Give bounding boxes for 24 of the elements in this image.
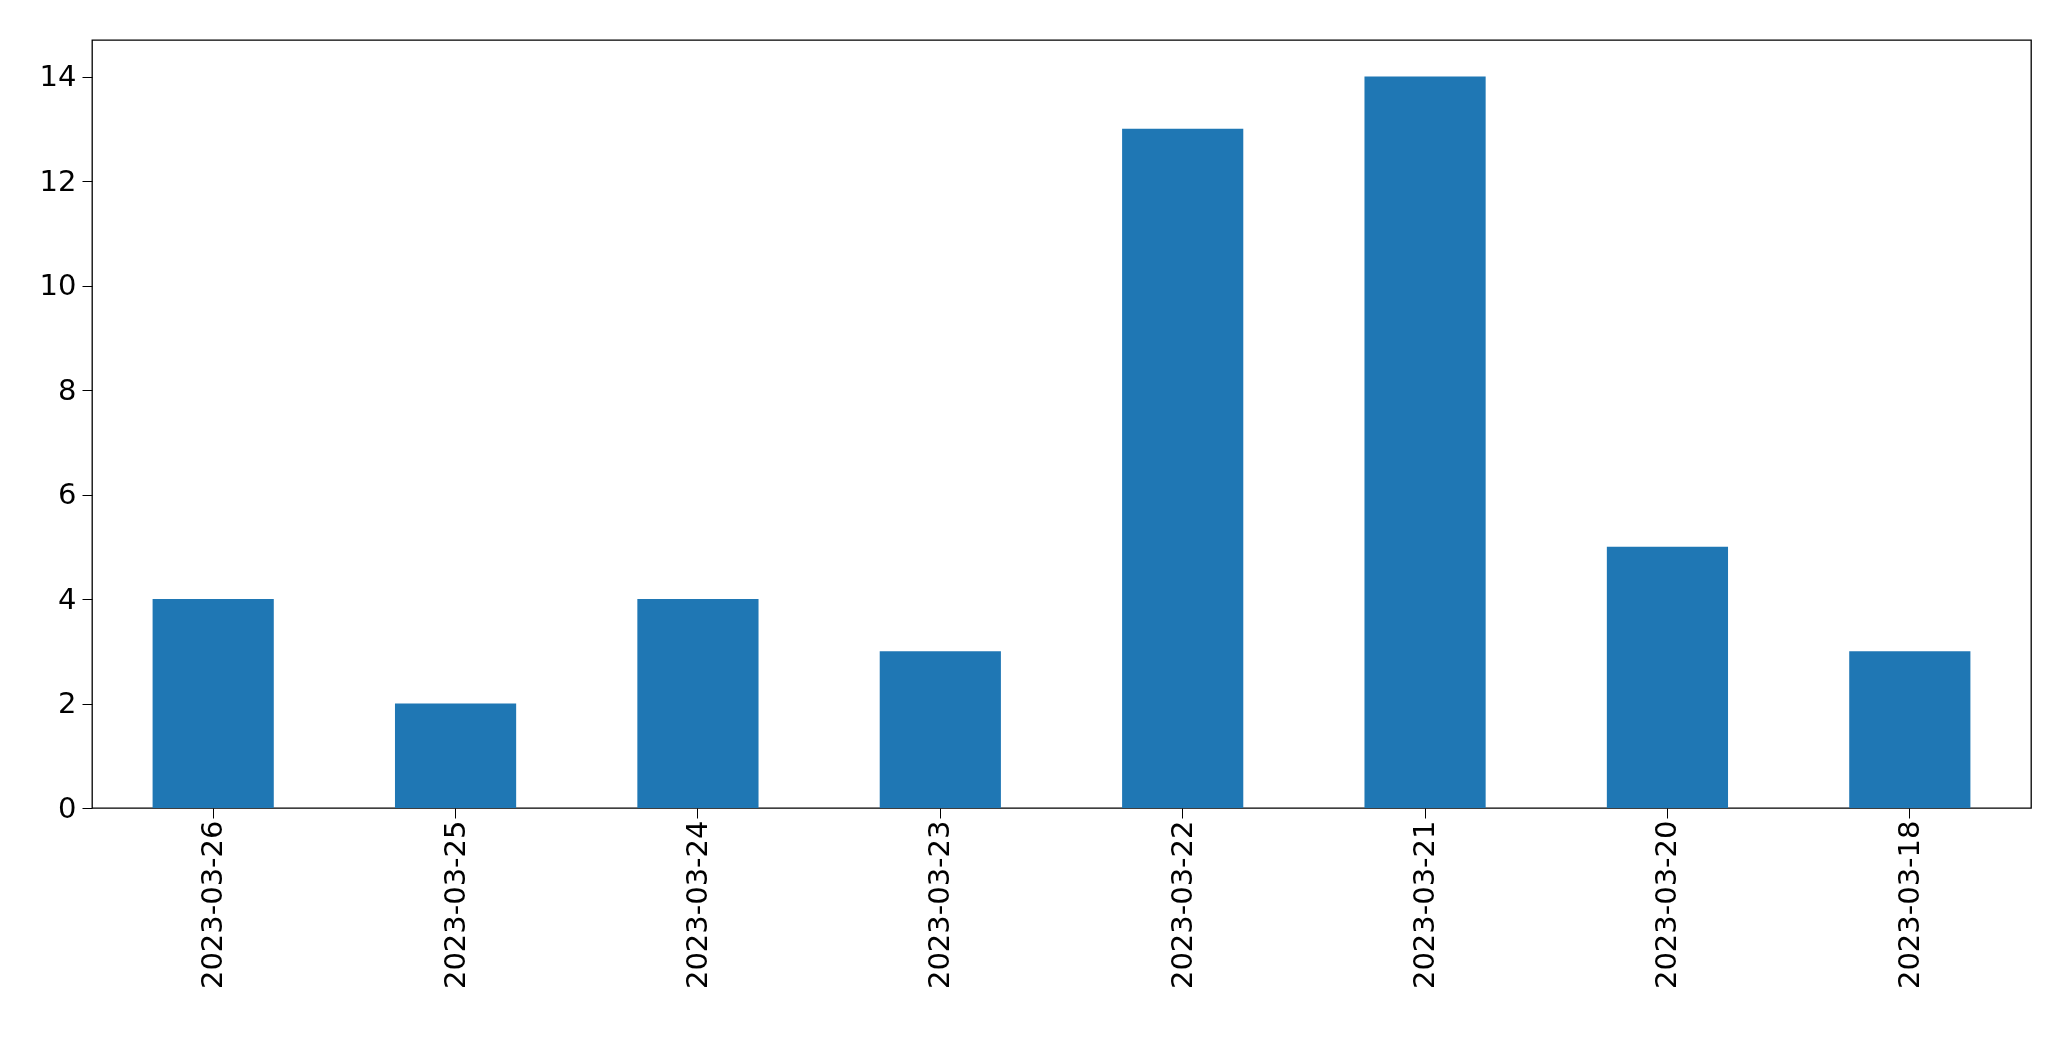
bar (1849, 651, 1971, 808)
y-tick-label: 8 (58, 372, 77, 407)
x-tick-label: 2023-03-25 (437, 820, 472, 990)
x-tick-label: 2023-03-26 (195, 820, 230, 990)
x-tick-label: 2023-03-22 (1164, 820, 1199, 990)
x-tick-label: 2023-03-23 (922, 820, 957, 990)
bar (1606, 546, 1729, 808)
x-tick-label: 2023-03-24 (679, 820, 714, 990)
bar (152, 599, 274, 808)
y-tick-label: 4 (58, 581, 77, 616)
bar (394, 703, 517, 808)
bar (1122, 128, 1244, 808)
y-tick-label: 2 (58, 686, 77, 721)
y-tick-label: 14 (39, 59, 77, 94)
y-tick-label: 6 (58, 477, 77, 512)
x-tick-label: 2023-03-20 (1649, 820, 1684, 990)
bar (1364, 76, 1486, 808)
x-tick-label: 2023-03-21 (1407, 820, 1442, 990)
bar (879, 651, 1001, 808)
y-tick-label: 12 (39, 163, 77, 198)
y-tick-label: 10 (39, 268, 77, 303)
bar (637, 599, 759, 808)
y-tick-label: 0 (58, 790, 77, 825)
x-tick-label: 2023-03-18 (1891, 820, 1926, 990)
